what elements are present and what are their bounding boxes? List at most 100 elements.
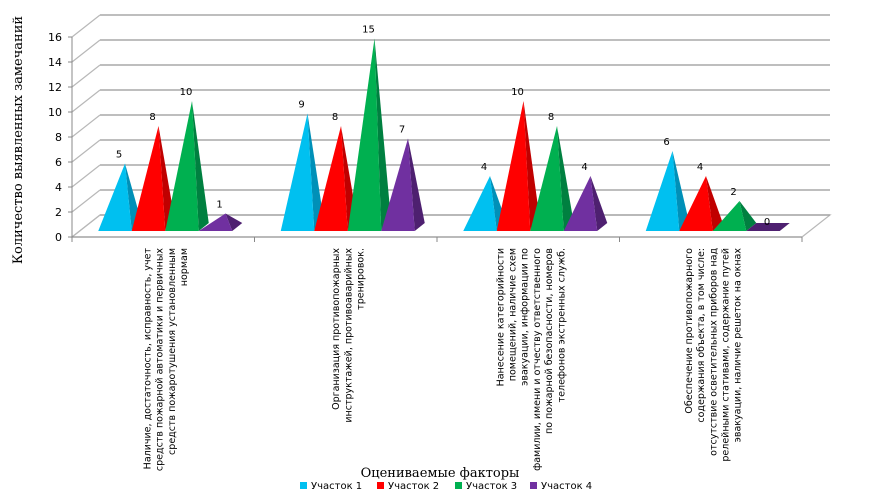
pyramid-side-face xyxy=(706,176,723,231)
category-label-line: тренировок. xyxy=(355,248,366,310)
data-label: 8 xyxy=(149,112,155,123)
pyramid-front-face xyxy=(563,176,598,231)
side-gridline xyxy=(71,164,101,188)
legend-label: Участок 3 xyxy=(466,481,517,492)
pyramid-front-face xyxy=(98,163,132,231)
pyramid-3-3 xyxy=(530,126,574,231)
data-label: 0 xyxy=(764,217,770,228)
category-label-line: фамилии, имени и отчеству ответственного xyxy=(532,248,543,471)
pyramid-front-face xyxy=(165,101,199,231)
pyramid-4-2 xyxy=(381,138,425,231)
pyramid-side-face xyxy=(672,151,690,231)
legend-swatch xyxy=(455,482,462,489)
data-label: 7 xyxy=(399,125,405,136)
pyramid-3-2 xyxy=(347,38,392,231)
category-label-line: Наличие, достаточность, исправность, уче… xyxy=(142,248,153,470)
pyramid-front-face xyxy=(463,176,497,231)
pyramid-side-face xyxy=(523,101,541,231)
y-tick-labels: 0 2 4 6 8 10 12 14 16 xyxy=(48,31,62,244)
pyramid-side-face xyxy=(557,126,574,231)
category-labels: Наличие, достаточность, исправность, уче… xyxy=(142,248,743,472)
data-label: 4 xyxy=(581,162,587,173)
data-label: 4 xyxy=(481,162,487,173)
y-tick-label: 16 xyxy=(48,31,62,44)
side-gridline xyxy=(71,64,101,88)
category-label-line: эвакуации, наличие решеток на окнах xyxy=(733,248,744,443)
y-tick-label: 8 xyxy=(55,131,62,144)
category-label-line: релейными стативами, содержание путей xyxy=(720,248,731,462)
pyramid-front-face xyxy=(645,151,680,231)
pyramid-side-face xyxy=(739,201,757,231)
data-label: 4 xyxy=(697,162,703,173)
pyramid-2-4 xyxy=(679,176,723,231)
pyramid-front-face xyxy=(496,101,531,231)
data-label: 10 xyxy=(511,87,524,98)
category-label-line: Нанесение категорийности xyxy=(495,248,506,386)
category-label-line: отсутствие осветительных приборов над xyxy=(708,248,719,456)
side-gridline xyxy=(71,214,101,238)
category-label-line: инструктажей, противоаварийных xyxy=(343,248,354,423)
pyramid-side-face xyxy=(225,213,243,231)
y-axis-title: Количество выявленных замечаний xyxy=(11,16,26,264)
data-label: 10 xyxy=(180,87,193,98)
side-gridline xyxy=(71,39,101,63)
pyramid-front-face xyxy=(530,126,564,231)
pyramid-front-face xyxy=(679,176,713,231)
legend-swatch xyxy=(530,482,537,489)
y-tick-label: 2 xyxy=(55,206,62,219)
y-tick-label: 0 xyxy=(55,231,62,244)
category-label-line: Обеспечение противопожарного xyxy=(684,248,695,414)
pyramid-side-face xyxy=(408,138,425,231)
category-label-line: средств пожарной автоматики и первичных xyxy=(155,248,166,471)
data-label: 9 xyxy=(298,100,304,111)
data-labels: 5 8 10 1 9 8 15 7 4 10 8 4 6 4 2 0 xyxy=(116,25,770,229)
pyramid-3-1 xyxy=(165,101,209,231)
x-axis-title: Оцениваемые факторы xyxy=(361,466,520,481)
pyramid-front-face xyxy=(314,126,348,231)
side-gridline xyxy=(71,14,101,38)
category-label: Нанесение категорийности помещений, налич… xyxy=(495,248,567,471)
category-label-line: нормам xyxy=(179,248,190,286)
legend-label: Участок 4 xyxy=(541,481,592,492)
category-label: Организация противопожарных инструктажей,… xyxy=(331,248,366,423)
side-gridline xyxy=(71,189,101,213)
pyramid-3-4 xyxy=(712,201,757,231)
legend-item: Участок 4 xyxy=(530,481,592,492)
pyramid-2-3 xyxy=(496,101,541,231)
pyramid-front-face xyxy=(712,201,747,231)
category-label-line: содержания объекта, в том числе: xyxy=(696,248,707,423)
y-tick-label: 10 xyxy=(48,106,62,119)
pyramid-base xyxy=(746,223,790,231)
data-label: 6 xyxy=(663,137,669,148)
pyramid-4-1 xyxy=(198,213,243,231)
side-gridline xyxy=(71,139,101,163)
category-label-line: средств пожаротушения установленным xyxy=(167,248,178,455)
pyramid-front-face xyxy=(381,138,415,231)
pyramid-side-face xyxy=(192,101,209,231)
legend-item: Участок 2 xyxy=(377,481,439,492)
legend-label: Участок 2 xyxy=(388,481,439,492)
legend-item: Участок 1 xyxy=(300,481,362,492)
category-label-line: эвакуации, информации по xyxy=(520,248,531,386)
y-tick-label: 12 xyxy=(48,81,62,94)
pyramids xyxy=(98,38,790,231)
legend-label: Участок 1 xyxy=(311,481,362,492)
pyramid-4-4 xyxy=(746,223,790,231)
pyramid-1-2 xyxy=(280,113,325,231)
pyramid-1-4 xyxy=(645,151,690,231)
legend-swatch xyxy=(377,482,384,489)
pyramid-front-face xyxy=(347,38,382,231)
y-tick-label: 6 xyxy=(55,156,62,169)
data-label: 5 xyxy=(116,150,122,161)
pyramid-side-face xyxy=(590,176,608,231)
category-label-line: Организация противопожарных xyxy=(331,248,342,410)
y-tick-label: 14 xyxy=(48,56,62,69)
data-label: 15 xyxy=(362,25,375,36)
category-label-line: по пожарной безопасности, номеров xyxy=(544,248,555,434)
category-label-line: помещений, наличие схем xyxy=(507,248,518,381)
data-label: 1 xyxy=(216,200,222,211)
legend: Участок 1 Участок 2 Участок 3 Участок 4 xyxy=(300,481,592,492)
y-tick-label: 4 xyxy=(55,181,62,194)
legend-item: Участок 3 xyxy=(455,481,517,492)
